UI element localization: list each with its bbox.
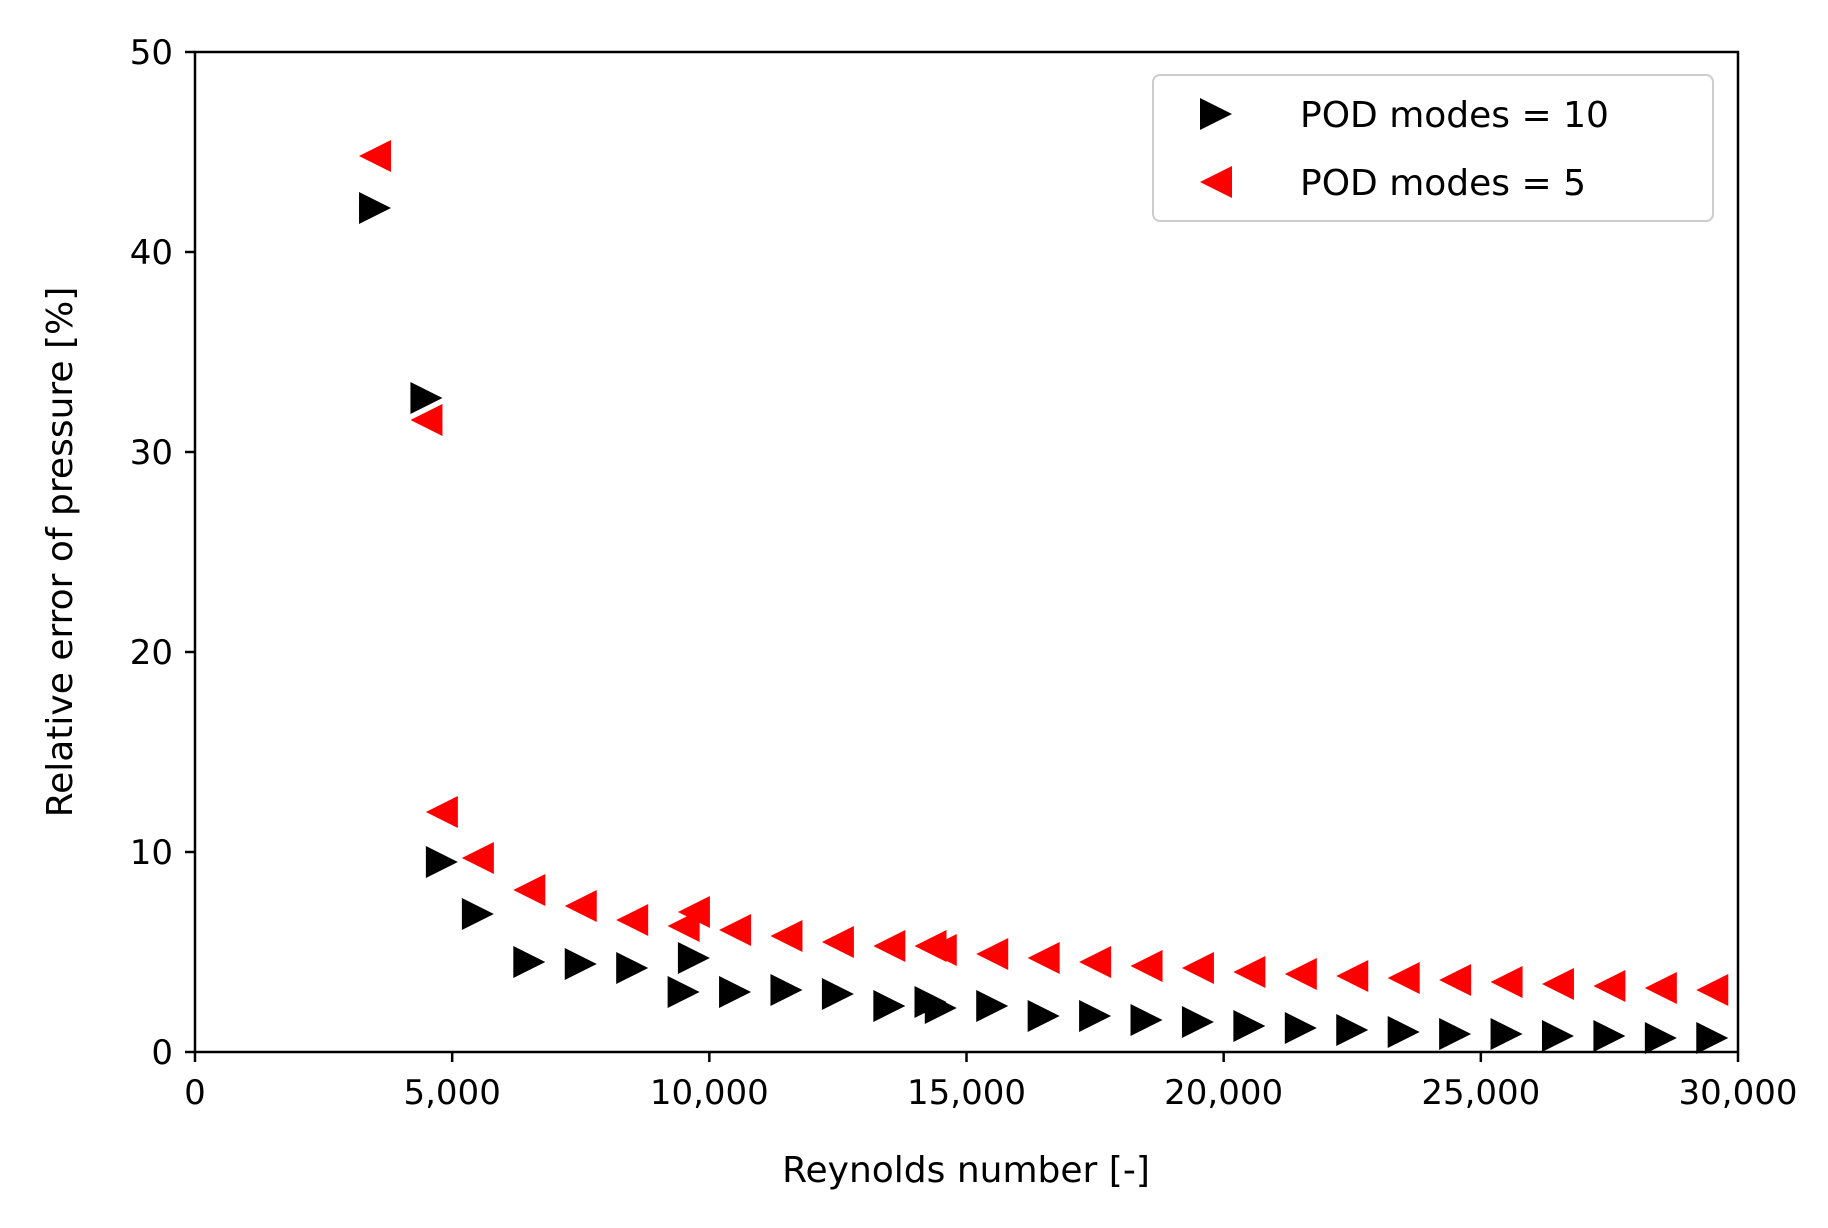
data-point xyxy=(821,926,854,958)
series-1 xyxy=(359,192,1729,1054)
data-point xyxy=(677,942,710,974)
data-point xyxy=(1027,942,1060,974)
x-tick-label: 10,000 xyxy=(650,1073,769,1113)
x-tick-label: 5,000 xyxy=(403,1073,500,1113)
data-point xyxy=(1593,1020,1626,1052)
data-point xyxy=(359,140,392,172)
y-tick-label: 20 xyxy=(130,633,173,673)
data-point xyxy=(667,976,700,1008)
data-point xyxy=(924,934,957,966)
data-point xyxy=(873,990,906,1022)
data-point xyxy=(770,920,803,952)
y-tick-label: 10 xyxy=(130,833,173,873)
data-point xyxy=(564,948,597,980)
x-axis-label: Reynolds number [-] xyxy=(782,1150,1150,1191)
data-point xyxy=(719,914,752,946)
y-tick-label: 50 xyxy=(130,33,173,73)
data-point xyxy=(1541,1020,1574,1052)
data-point xyxy=(1284,958,1317,990)
data-point xyxy=(1439,1018,1472,1050)
data-point xyxy=(616,952,649,984)
data-point xyxy=(976,990,1009,1022)
legend-box xyxy=(1152,74,1714,222)
legend-marker-1 xyxy=(1200,98,1232,130)
data-point xyxy=(1541,968,1574,1000)
data-point xyxy=(1233,1010,1266,1042)
data-point xyxy=(1027,1000,1060,1032)
data-point xyxy=(1644,1022,1677,1054)
legend-label-1: POD modes = 10 xyxy=(1300,95,1609,136)
data-point xyxy=(513,946,546,978)
data-point xyxy=(1387,1016,1420,1048)
data-point xyxy=(1336,1014,1369,1046)
data-point xyxy=(976,938,1009,970)
data-point xyxy=(821,978,854,1010)
legend-label-2: POD modes = 5 xyxy=(1300,163,1586,204)
data-point xyxy=(410,382,443,414)
data-point xyxy=(1644,972,1677,1004)
data-point xyxy=(1079,946,1112,978)
data-point xyxy=(1130,1004,1163,1036)
data-point xyxy=(1130,950,1163,982)
x-axis: 0 5,000 10,000 15,000 20,000 25,000 30,000 xyxy=(184,1052,1797,1113)
data-point xyxy=(461,898,494,930)
data-point xyxy=(1181,1006,1214,1038)
y-tick-label: 30 xyxy=(130,433,173,473)
data-point xyxy=(1490,966,1523,998)
data-point xyxy=(1696,974,1729,1006)
data-point xyxy=(410,404,443,436)
data-point xyxy=(677,896,710,928)
series-2 xyxy=(359,140,1729,1006)
x-tick-label: 25,000 xyxy=(1421,1073,1540,1113)
data-point xyxy=(1284,1012,1317,1044)
y-axis: 0 10 20 30 40 50 xyxy=(130,33,195,1073)
data-point xyxy=(1696,1022,1729,1054)
data-point xyxy=(1079,1000,1112,1032)
data-point xyxy=(359,192,392,224)
x-tick-label: 0 xyxy=(184,1073,206,1113)
data-point xyxy=(719,976,752,1008)
data-point xyxy=(1387,962,1420,994)
x-tick-label: 20,000 xyxy=(1164,1073,1283,1113)
y-axis-label: Relative error of pressure [%] xyxy=(40,287,81,818)
y-tick-label: 40 xyxy=(130,233,173,273)
data-point xyxy=(1336,960,1369,992)
data-point xyxy=(1439,964,1472,996)
data-markers xyxy=(359,140,1729,1054)
legend-marker-2 xyxy=(1200,166,1232,198)
data-point xyxy=(564,890,597,922)
data-point xyxy=(461,842,494,874)
data-point xyxy=(1490,1018,1523,1050)
y-tick-label: 0 xyxy=(151,1033,173,1073)
data-point xyxy=(770,974,803,1006)
data-point xyxy=(425,846,458,878)
data-point xyxy=(616,904,649,936)
data-point xyxy=(1593,970,1626,1002)
data-point xyxy=(1233,956,1266,988)
data-point xyxy=(425,796,458,828)
x-tick-label: 30,000 xyxy=(1679,1073,1798,1113)
x-tick-label: 15,000 xyxy=(907,1073,1026,1113)
data-point xyxy=(1181,952,1214,984)
legend: POD modes = 10 POD modes = 5 xyxy=(1152,74,1714,222)
data-point xyxy=(513,874,546,906)
data-point xyxy=(924,992,957,1024)
data-point xyxy=(873,930,906,962)
